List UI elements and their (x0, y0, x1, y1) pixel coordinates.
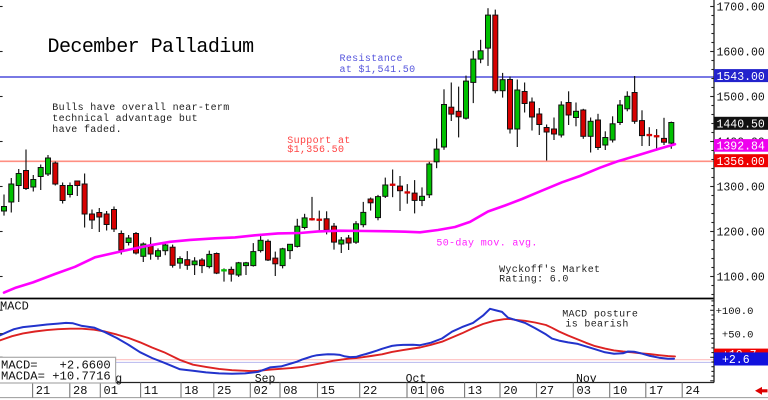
svg-text:08: 08 (283, 384, 297, 398)
svg-text:1200.00: 1200.00 (717, 227, 765, 240)
svg-text:1543.00: 1543.00 (717, 71, 765, 84)
svg-text:Wyckoff's Market: Wyckoff's Market (499, 264, 600, 276)
svg-text:22: 22 (363, 384, 377, 398)
svg-text:+100.0: +100.0 (716, 306, 754, 318)
svg-text:1300.00: 1300.00 (717, 182, 765, 195)
svg-text:1600.00: 1600.00 (717, 47, 765, 60)
svg-text:25: 25 (217, 384, 231, 398)
svg-text:01: 01 (104, 384, 118, 398)
svg-text:is bearish: is bearish (565, 318, 628, 330)
svg-text:MACD: MACD (0, 300, 29, 314)
svg-text:MACDA= +10.7716: MACDA= +10.7716 (1, 370, 111, 384)
svg-text:01: 01 (410, 384, 424, 398)
svg-text:1392.84: 1392.84 (717, 140, 765, 153)
svg-text:24: 24 (685, 384, 699, 398)
svg-text:+2.6: +2.6 (722, 354, 750, 367)
svg-text:Bulls have overall near-term: Bulls have overall near-term (52, 102, 229, 114)
svg-text:1700.00: 1700.00 (717, 2, 765, 15)
svg-text:17: 17 (649, 384, 663, 398)
svg-text:technical advantage but: technical advantage but (52, 113, 198, 125)
svg-text:27: 27 (540, 384, 554, 398)
svg-text:1100.00: 1100.00 (717, 272, 765, 285)
svg-text:Resistance: Resistance (340, 53, 403, 65)
svg-text:1440.50: 1440.50 (717, 119, 765, 132)
svg-text:15: 15 (321, 384, 335, 398)
svg-text:$1,356.50: $1,356.50 (287, 144, 344, 156)
svg-text:20: 20 (503, 384, 517, 398)
svg-text:Rating: 6.0: Rating: 6.0 (499, 273, 569, 285)
svg-text:50-day mov. avg.: 50-day mov. avg. (436, 238, 537, 250)
svg-text:December Palladium: December Palladium (48, 36, 254, 59)
svg-text:have faded.: have faded. (52, 124, 122, 136)
svg-text:06: 06 (430, 384, 444, 398)
svg-text:02: 02 (254, 384, 268, 398)
svg-text:03: 03 (577, 384, 591, 398)
svg-text:21: 21 (36, 384, 50, 398)
svg-text:1356.00: 1356.00 (717, 156, 765, 169)
svg-text:Oct: Oct (406, 373, 427, 386)
svg-text:28: 28 (73, 384, 87, 398)
svg-text:11: 11 (144, 384, 158, 398)
svg-text:13: 13 (468, 384, 482, 398)
svg-text:Nov: Nov (576, 373, 597, 386)
svg-text:at $1,541.50: at $1,541.50 (340, 64, 416, 76)
svg-text:MACD posture: MACD posture (562, 309, 638, 320)
svg-text:10: 10 (613, 384, 627, 398)
svg-text:18: 18 (184, 384, 198, 398)
svg-text:1500.00: 1500.00 (717, 92, 765, 105)
svg-text:MACD= +2.6600: MACD= +2.6600 (1, 359, 111, 373)
svg-text:Sep: Sep (255, 373, 276, 386)
svg-text:+50.0: +50.0 (722, 330, 754, 342)
svg-text:Support at: Support at (287, 136, 350, 147)
